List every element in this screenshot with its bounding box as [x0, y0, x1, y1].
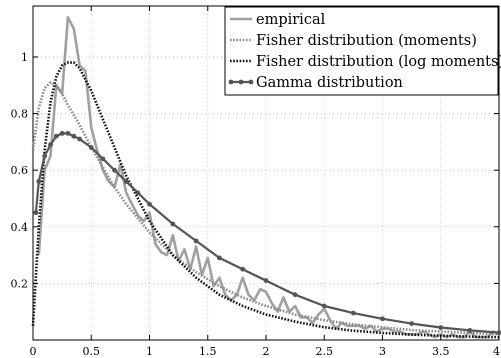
legend-label: Gamma distribution — [256, 75, 403, 91]
data-point — [240, 266, 246, 272]
y-tick-label: 1 — [21, 51, 28, 64]
x-tick-label: 0 — [30, 345, 37, 358]
data-point — [100, 156, 106, 162]
legend-label: Fisher distribution (moments) — [256, 33, 477, 49]
x-tick-label: 2.5 — [316, 345, 334, 358]
data-point — [321, 303, 327, 309]
series-gamma-distribution — [33, 130, 501, 336]
legend-item: Fisher distribution (moments) — [230, 33, 477, 49]
data-point — [380, 316, 385, 322]
data-point — [409, 321, 415, 326]
data-point — [112, 167, 117, 173]
data-point — [292, 292, 298, 298]
legend-marker — [238, 79, 244, 85]
data-point — [71, 133, 77, 139]
y-tick-label: 0.6 — [11, 164, 29, 177]
legend-item: empirical — [230, 12, 326, 28]
legend: empirical Fisher distribution (moments) Fi… — [224, 6, 501, 96]
x-tick-label: 3.5 — [432, 345, 450, 358]
series-fisher-distribution-log-moments — [31, 61, 500, 339]
data-point — [350, 310, 356, 316]
legend-item: Gamma distribution — [228, 75, 403, 91]
legend-label: Fisher distribution (log moments) — [256, 54, 501, 70]
data-point — [65, 130, 71, 136]
data-point — [147, 201, 152, 207]
data-point — [217, 255, 222, 261]
axis-ticks: 0 0.5 1 1.5 2 2.5 3 3.5 4 0.2 0.4 0.6 0.8 1 — [11, 6, 500, 358]
series-line — [34, 132, 500, 334]
data-point — [88, 145, 94, 150]
y-tick-label: 0.8 — [11, 108, 29, 121]
legend-marker — [228, 79, 234, 85]
legend-box — [224, 6, 499, 96]
x-tick-label: 3 — [379, 345, 386, 358]
series-group — [31, 15, 501, 339]
x-tick-label: 1.5 — [199, 345, 217, 358]
data-point — [263, 278, 269, 283]
data-point — [59, 130, 65, 136]
data-point — [467, 327, 473, 333]
x-tick-label: 4 — [493, 345, 500, 358]
series-line — [31, 61, 500, 339]
series-fisher-distribution-moments — [31, 81, 500, 336]
data-point — [123, 179, 129, 184]
data-point — [33, 210, 39, 216]
data-point — [42, 153, 48, 159]
data-point — [170, 221, 176, 227]
y-tick-label: 0.2 — [11, 277, 29, 290]
data-point — [53, 133, 59, 139]
legend-label: empirical — [256, 12, 326, 28]
x-tick-label: 0.5 — [83, 345, 101, 358]
y-tick-label: 0.4 — [11, 221, 29, 234]
series-line — [31, 81, 500, 336]
data-point — [48, 142, 53, 148]
legend-marker — [248, 79, 254, 85]
data-point — [135, 190, 141, 196]
series-empirical — [37, 15, 500, 339]
data-point — [438, 325, 444, 330]
data-point — [77, 136, 82, 142]
data-point — [193, 238, 199, 244]
data-point — [496, 330, 501, 336]
x-tick-label: 2 — [263, 345, 270, 358]
x-tick-label: 1 — [146, 345, 153, 358]
legend-item: Fisher distribution (log moments) — [230, 54, 501, 70]
series-line — [37, 15, 500, 339]
data-point — [36, 179, 42, 184]
